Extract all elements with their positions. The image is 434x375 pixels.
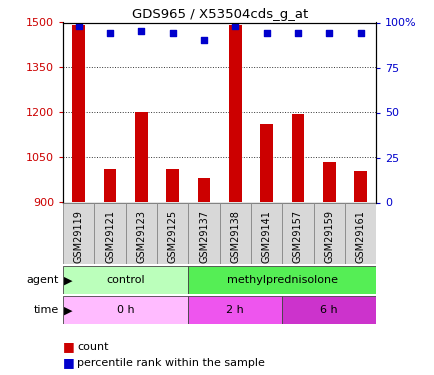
Text: GSM29119: GSM29119 [74,210,83,263]
Point [106,30,113,36]
Bar [219,202,250,264]
Bar [197,178,210,203]
Text: percentile rank within the sample: percentile rank within the sample [77,358,264,368]
Bar [229,26,241,202]
Text: ■: ■ [63,357,75,369]
Bar [291,114,303,202]
Point [169,30,176,36]
Text: 6 h: 6 h [320,305,337,315]
Bar [313,202,344,264]
Bar [63,296,188,324]
Text: GSM29161: GSM29161 [355,210,365,263]
Text: GSM29137: GSM29137 [199,210,208,263]
Text: GSM29138: GSM29138 [230,210,240,263]
Text: agent: agent [26,275,59,285]
Text: methylprednisolone: methylprednisolone [226,275,337,285]
Text: count: count [77,342,108,352]
Bar [188,266,375,294]
Bar [157,202,188,264]
Bar [188,202,219,264]
Bar [166,170,178,202]
Bar [282,296,375,324]
Bar [344,202,375,264]
Point [200,38,207,44]
Text: GSM29123: GSM29123 [136,210,146,263]
Bar [63,202,94,264]
Text: time: time [33,305,59,315]
Text: GSM29125: GSM29125 [168,210,177,263]
Point [75,23,82,29]
Text: control: control [106,275,145,285]
Title: GDS965 / X53504cds_g_at: GDS965 / X53504cds_g_at [131,8,307,21]
Point [231,23,238,29]
Bar [322,162,335,202]
Text: ■: ■ [63,340,75,353]
Text: GSM29159: GSM29159 [324,210,333,263]
Bar [94,202,125,264]
Bar [104,170,116,202]
Bar [354,171,366,202]
Bar [250,202,282,264]
Text: GSM29121: GSM29121 [105,210,115,263]
Point [294,30,301,36]
Text: GSM29141: GSM29141 [261,210,271,263]
Bar [72,26,85,202]
Text: ▶: ▶ [64,305,72,315]
Bar [63,266,188,294]
Point [263,30,270,36]
Text: 2 h: 2 h [226,305,243,315]
Bar [125,202,157,264]
Text: 0 h: 0 h [117,305,134,315]
Point [356,30,363,36]
Point [325,30,332,36]
Bar [135,112,147,202]
Point [138,28,145,34]
Bar [260,124,272,202]
Bar [282,202,313,264]
Text: GSM29157: GSM29157 [293,210,302,263]
Bar [188,296,282,324]
Text: ▶: ▶ [64,275,72,285]
